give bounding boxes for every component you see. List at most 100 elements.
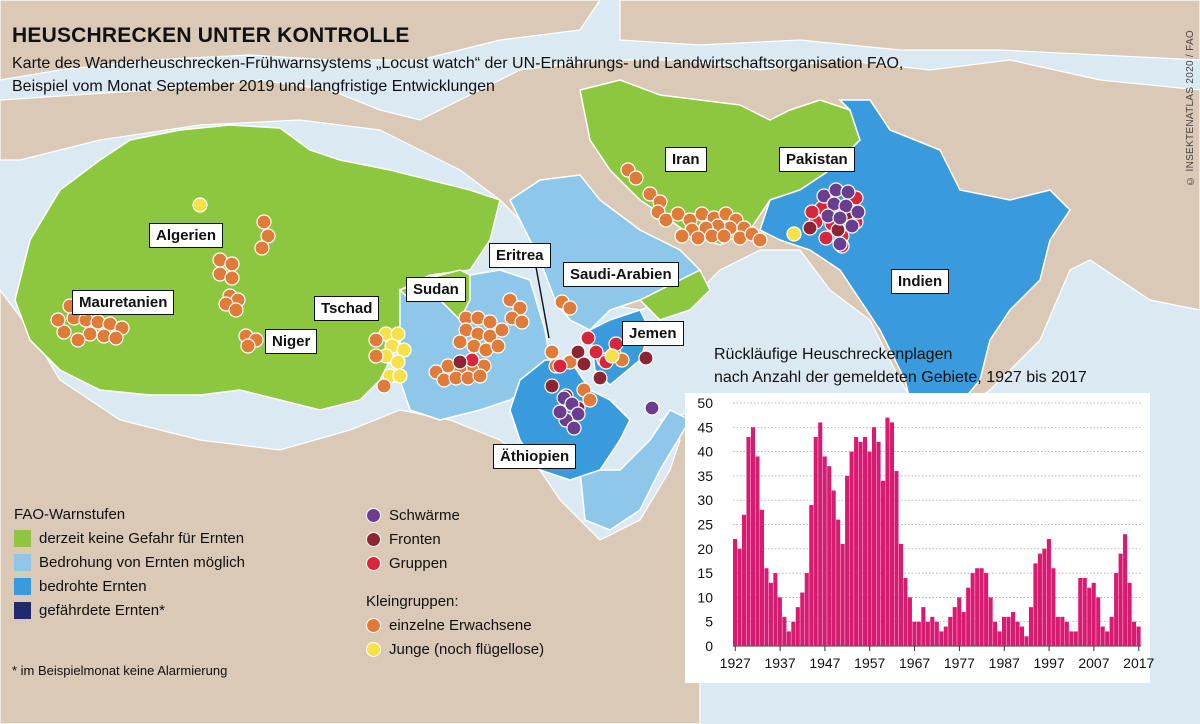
front-dot <box>570 344 586 360</box>
bar <box>1091 582 1096 646</box>
x-tick-label: 1937 <box>764 655 795 671</box>
bar <box>961 611 966 646</box>
bar <box>1033 563 1038 646</box>
bar <box>894 471 899 646</box>
legend-level-3: bedrohte Ernten <box>14 578 147 595</box>
bar <box>1024 636 1029 646</box>
bar <box>889 422 895 646</box>
front-dot <box>592 370 608 386</box>
bar <box>764 568 769 646</box>
adult-dot <box>658 212 674 228</box>
label-indien: Indien <box>891 269 950 294</box>
bar <box>876 441 881 646</box>
bar <box>988 597 993 646</box>
bar <box>916 621 921 646</box>
bar <box>854 437 859 646</box>
label-eritrea: Eritrea <box>489 243 551 268</box>
bar <box>1060 616 1065 646</box>
legend-level-4: gefährdete Ernten* <box>14 602 165 619</box>
adult-dot <box>514 314 530 330</box>
legend-swatch-blue <box>14 578 31 595</box>
bar <box>912 621 917 646</box>
adult-dot <box>642 186 658 202</box>
legend-hoppers: Junge (noch flügellose) <box>366 641 544 658</box>
bar <box>782 616 787 646</box>
legend-level-3-label: bedrohte Ernten <box>39 578 147 595</box>
bar <box>903 577 908 646</box>
adult-dot <box>256 214 272 230</box>
bar <box>1037 553 1042 646</box>
x-tick-label: 2007 <box>1078 655 1109 671</box>
front-dot <box>638 350 654 366</box>
swarm-dot <box>832 236 848 252</box>
adult-dot <box>582 392 598 408</box>
subtitle-line-1: Karte des Wanderheuschrecken-Frühwarnsys… <box>12 55 904 72</box>
bar <box>1051 568 1056 646</box>
adult-dot <box>490 338 506 354</box>
y-tick-label: 35 <box>697 468 713 484</box>
adult-dot <box>482 328 498 344</box>
hopper-dot <box>390 326 406 342</box>
legend-warn-title: FAO-Warnstufen <box>14 506 126 523</box>
bar <box>1087 587 1092 646</box>
bar <box>1127 582 1132 646</box>
bar <box>934 621 939 646</box>
legend-adults-label: einzelne Erwachsene <box>389 617 532 634</box>
adult-dot <box>716 228 732 244</box>
bar <box>836 519 841 646</box>
bar <box>768 582 773 646</box>
label-niger: Niger <box>265 329 318 354</box>
legend-dot-hopper <box>366 642 381 657</box>
bar <box>1055 616 1060 646</box>
x-tick-label: 1997 <box>1034 655 1065 671</box>
legend-level-2: Bedrohung von Ernten möglich <box>14 554 245 571</box>
y-tick-label: 5 <box>705 614 713 630</box>
bar <box>822 456 827 646</box>
adult-dot <box>494 322 510 338</box>
bar <box>845 475 850 646</box>
label-tschad: Tschad <box>314 296 380 321</box>
bar <box>1096 597 1101 646</box>
x-tick-label: 2017 <box>1123 655 1154 671</box>
legend-dot-adult <box>366 618 381 633</box>
y-tick-label: 40 <box>697 444 713 460</box>
bar <box>750 427 756 646</box>
adult-dot <box>368 348 384 364</box>
swarm-dot <box>832 210 848 226</box>
bar <box>755 456 760 646</box>
bar <box>907 597 912 646</box>
legend-level-1-label: derzeit keine Gefahr für Ernten <box>39 530 245 547</box>
adult-dot <box>240 338 256 354</box>
label-iran: Iran <box>665 147 707 172</box>
bar <box>993 621 998 646</box>
bar <box>1105 631 1110 646</box>
y-tick-label: 30 <box>697 492 713 508</box>
y-tick-label: 50 <box>697 395 713 411</box>
footnote: * im Beispielmonat keine Alarmierung <box>12 663 228 678</box>
bar <box>1123 534 1128 646</box>
adult-dot <box>562 300 578 316</box>
hopper-dot <box>604 348 620 364</box>
bar <box>948 616 953 646</box>
label-sudan: Sudan <box>406 277 466 302</box>
legend-level-1: derzeit keine Gefahr für Ernten <box>14 530 244 547</box>
bar <box>957 597 962 646</box>
bar <box>943 626 948 646</box>
swarm-dot <box>816 188 832 204</box>
bar <box>997 631 1002 646</box>
bar <box>1028 607 1033 646</box>
swarm-dot <box>552 404 568 420</box>
bar <box>1118 553 1123 646</box>
group-dot <box>818 230 834 246</box>
y-tick-label: 45 <box>697 419 713 435</box>
bar <box>885 417 890 646</box>
hopper-dot <box>396 342 412 358</box>
front-dot <box>452 354 468 370</box>
y-tick-label: 20 <box>697 541 713 557</box>
label-aethiopien: Äthiopien <box>493 444 577 469</box>
adult-dot <box>472 368 488 384</box>
bar <box>733 539 738 646</box>
y-tick-label: 15 <box>697 565 713 581</box>
hopper-dot <box>786 226 802 242</box>
